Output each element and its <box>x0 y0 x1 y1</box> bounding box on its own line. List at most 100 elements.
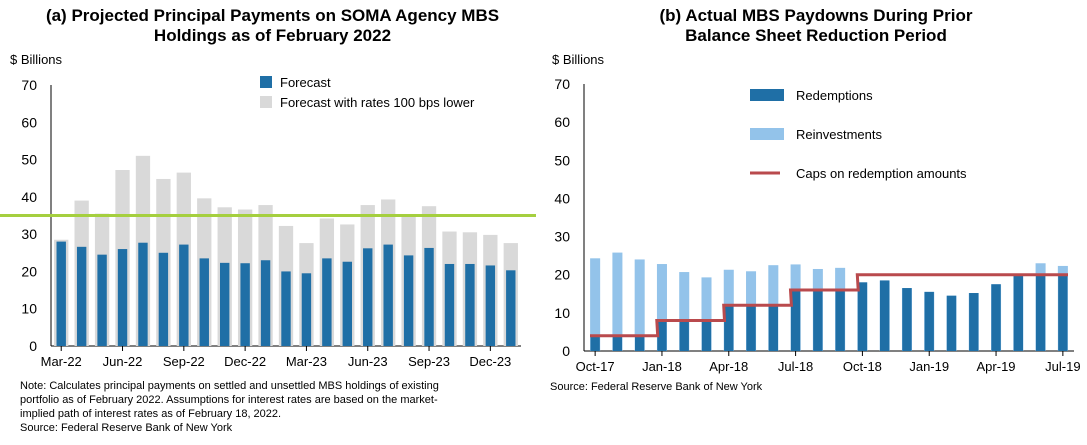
x-tick-label: Mar-23 <box>286 354 327 369</box>
bar-redemptions <box>590 335 600 351</box>
bar-forecast <box>301 273 312 346</box>
y-tick-label: 10 <box>554 305 570 321</box>
legend-label-reinvestments: Reinvestments <box>796 127 882 142</box>
x-tick-label: Jun-23 <box>348 354 388 369</box>
bar-forecast <box>260 260 271 346</box>
panel-projected-principal-payments: (a) Projected Principal Payments on SOMA… <box>0 6 545 435</box>
x-tick-label: Jul-19 <box>1045 359 1080 374</box>
y-tick-label: 60 <box>21 114 37 130</box>
x-tick-label: Dec-23 <box>469 354 511 369</box>
y-tick-label: 50 <box>21 152 37 168</box>
bar-reinvestments <box>701 277 712 351</box>
bar-reinvestments <box>612 252 623 351</box>
bar-redemptions <box>813 289 823 351</box>
y-tick-label: 20 <box>554 267 570 283</box>
bar-redemptions <box>969 293 979 351</box>
x-tick-label: Apr-19 <box>977 359 1016 374</box>
legend-label-caps-on-redemption-amounts: Caps on redemption amounts <box>796 166 967 181</box>
bar-forecast <box>444 263 455 346</box>
bar-forecast <box>424 247 434 346</box>
y-axis-label: $ Billions <box>552 52 605 67</box>
bar-redemptions <box>1013 274 1023 351</box>
bar-forecast <box>281 271 291 346</box>
x-tick-label: Sep-23 <box>408 354 450 369</box>
bar-redemptions <box>768 305 778 351</box>
chart-source: Source: Federal Reserve Bank of New York <box>550 381 763 393</box>
bar-reinvestments <box>590 258 601 351</box>
x-tick-label: Sep-22 <box>163 354 205 369</box>
bar-forecast <box>322 258 332 346</box>
bar-forecast <box>363 248 373 346</box>
legend-label-forecast-with-rates-100-bps-lower: Forecast with rates 100 bps lower <box>280 95 475 110</box>
y-tick-label: 30 <box>21 226 37 242</box>
bar-reinvestments <box>656 264 667 351</box>
y-tick-label: 50 <box>554 152 570 168</box>
bar-forecast <box>97 254 107 346</box>
chart-title-line-1: (b) Actual MBS Paydowns During Prior <box>659 6 973 25</box>
x-tick-label: Jan-18 <box>642 359 682 374</box>
bar-reinvestments <box>679 272 690 351</box>
bar-forecast <box>383 244 393 346</box>
bar-redemptions <box>724 305 734 351</box>
y-tick-label: 0 <box>562 343 570 359</box>
bar-redemptions <box>679 320 689 351</box>
bar-redemptions <box>857 282 868 351</box>
chart-title-line-1: (a) Projected Principal Payments on SOMA… <box>45 6 500 25</box>
x-tick-label: Jan-19 <box>909 359 949 374</box>
bar-forecast <box>506 270 516 346</box>
legend-swatch-forecast <box>260 76 272 88</box>
note-line-1: Note: Calculates principal payments on s… <box>20 380 439 392</box>
y-tick-label: 0 <box>29 338 37 354</box>
bar-redemptions <box>635 335 645 351</box>
bar-redemptions <box>790 289 801 351</box>
chart-note: Note: Calculates principal payments on s… <box>20 379 439 435</box>
x-tick-label: Mar-22 <box>41 354 82 369</box>
bar-redemptions <box>701 320 712 351</box>
bar-reinvestments <box>634 259 645 351</box>
legend-label-forecast: Forecast <box>280 75 331 90</box>
bar-redemptions <box>880 280 890 351</box>
bar-forecast <box>240 263 250 346</box>
chart-a-plot: $ Billions 0 10 20 30 40 50 60 70 Mar-22 Jun-22 Sep… <box>0 52 536 369</box>
panel-actual-mbs-paydowns: (b) Actual MBS Paydowns During Prior Bal… <box>545 0 1087 445</box>
chart-title: (a) Projected Principal Payments on SOMA… <box>0 6 545 46</box>
bar-redemptions <box>991 284 1001 351</box>
y-tick-label: 40 <box>554 190 570 206</box>
chart-b-plot: $ Billions 0 10 20 30 40 50 60 70 Oct-17 Jan-18 Apr… <box>552 52 1081 374</box>
bar-forecast <box>179 244 189 346</box>
bar-redemptions <box>835 289 845 351</box>
x-tick-label: Apr-18 <box>709 359 748 374</box>
line-caps-on-redemption-amounts <box>590 273 1068 338</box>
bar-forecast <box>117 249 128 346</box>
y-tick-label: 20 <box>21 263 37 279</box>
bar-redemptions <box>746 305 756 351</box>
bar-forecast <box>219 262 230 346</box>
bar-forecast <box>76 246 87 346</box>
bar-redemptions <box>657 320 667 351</box>
bar-forecast <box>465 263 475 346</box>
chart-title: (b) Actual MBS Paydowns During Prior Bal… <box>545 6 1087 46</box>
chart-source: Source: Federal Reserve Bank of New York <box>20 422 233 434</box>
chart-note: Source: Federal Reserve Bank of New York <box>550 380 762 394</box>
legend-swatch-forecast-with-rates-100-bps-lower <box>260 96 272 108</box>
bar-forecast <box>158 252 169 346</box>
y-tick-label: 70 <box>554 76 570 92</box>
bar-forecast <box>403 255 414 346</box>
bar-forecast <box>56 241 66 346</box>
x-tick-label: Jun-22 <box>103 354 143 369</box>
legend-swatch-redemptions <box>750 89 784 101</box>
bar-redemptions <box>924 291 934 351</box>
y-tick-label: 30 <box>554 229 570 245</box>
x-tick-label: Dec-22 <box>224 354 266 369</box>
bar-redemptions <box>946 295 957 351</box>
x-tick-label: Jul-18 <box>778 359 813 374</box>
y-tick-label: 10 <box>21 301 37 317</box>
x-tick-label: Oct-17 <box>576 359 615 374</box>
bar-redemptions <box>612 335 623 351</box>
y-axis-label: $ Billions <box>10 52 63 67</box>
bar-redemptions <box>902 288 912 351</box>
bar-forecast <box>342 261 353 346</box>
y-tick-label: 70 <box>21 77 37 93</box>
chart-title-line-2: Holdings as of February 2022 <box>153 26 392 45</box>
note-line-3: implied path of interest rates as of Feb… <box>20 408 282 420</box>
